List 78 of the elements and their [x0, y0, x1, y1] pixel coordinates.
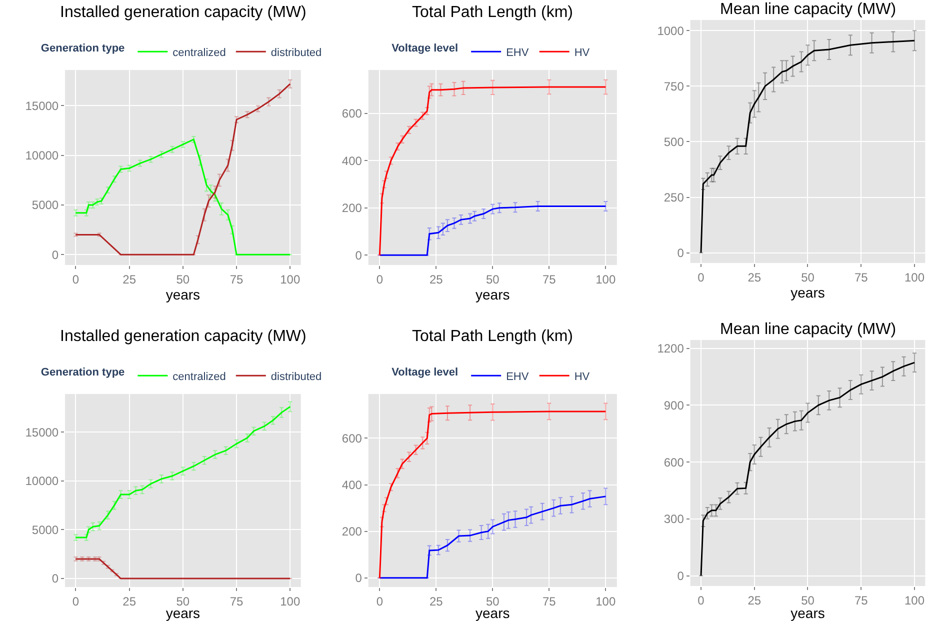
legend-label: EHV	[506, 46, 530, 59]
x-tick-label: 50	[801, 593, 815, 608]
y-tick-label: 600	[342, 106, 362, 121]
x-tick-label: 25	[429, 594, 444, 608]
y-tick-label: 300	[664, 512, 684, 526]
y-tick-label: 250	[664, 190, 684, 204]
y-tick-label: 0	[52, 248, 59, 262]
x-axis-title: years	[790, 284, 825, 300]
x-tick-label: 75	[542, 594, 556, 608]
y-tick-label: 10000	[25, 474, 59, 488]
x-tick-label: 25	[122, 594, 136, 608]
y-tick-label: 5000	[32, 198, 59, 212]
y-tick-label: 200	[342, 524, 362, 539]
x-tick-label: 25	[122, 272, 136, 286]
x-tick-label: 50	[801, 270, 815, 284]
x-tick-label: 75	[230, 594, 244, 608]
y-tick-label: 15000	[25, 98, 59, 113]
x-tick-label: 75	[230, 272, 244, 286]
y-tick-label: 750	[664, 79, 684, 94]
y-tick-label: 5000	[32, 522, 59, 537]
y-tick-label: 400	[342, 154, 362, 168]
y-tick-label: 0	[52, 572, 59, 586]
legend-label: distributed	[270, 46, 322, 59]
chart-title: Mean line capacity (MW)	[720, 321, 896, 338]
y-tick-label: 500	[664, 134, 684, 149]
x-tick-label: 50	[176, 272, 190, 286]
y-tick-label: 0	[677, 568, 684, 583]
x-tick-label: 25	[748, 593, 762, 608]
x-axis-title: years	[790, 605, 825, 621]
x-tick-label: 75	[542, 272, 556, 286]
x-tick-label: 0	[698, 593, 705, 608]
y-tick-label: 1200	[657, 342, 684, 356]
y-tick-label: 15000	[25, 425, 59, 440]
x-tick-label: 100	[596, 272, 616, 286]
x-tick-label: 0	[376, 594, 384, 608]
y-tick-label: 200	[342, 201, 362, 216]
x-axis-title: years	[476, 286, 510, 302]
legend-label: centralized	[172, 46, 226, 59]
chart-title: Total Path Length (km)	[412, 328, 573, 345]
line-series	[378, 496, 606, 579]
chart-title: Mean line capacity (MW)	[720, 1, 896, 18]
x-tick-label: 25	[429, 272, 444, 286]
y-tick-label: 10000	[25, 148, 59, 163]
line-series	[378, 205, 606, 256]
x-tick-label: 100	[904, 593, 925, 608]
y-tick-label: 900	[664, 398, 684, 412]
x-tick-label: 0	[72, 594, 80, 608]
legend-label: EHV	[506, 370, 530, 383]
legend-label: distributed	[270, 370, 322, 383]
legend-label: HV	[574, 46, 590, 59]
x-tick-label: 25	[748, 270, 762, 284]
legend-title: Generation type	[40, 366, 125, 378]
y-tick-label: 0	[677, 246, 684, 260]
y-tick-label: 0	[355, 571, 362, 586]
x-tick-label: 100	[280, 272, 300, 286]
legend-title: Voltage level	[392, 366, 458, 378]
x-tick-label: 0	[698, 270, 705, 284]
chart-title: Installed generation capacity (MW)	[60, 328, 306, 345]
x-tick-label: 100	[596, 594, 616, 608]
chart-title: Total Path Length (km)	[412, 4, 573, 21]
x-tick-label: 100	[280, 594, 300, 608]
legend-label: centralized	[172, 370, 226, 383]
legend-title: Generation type	[40, 42, 125, 54]
x-tick-label: 50	[486, 272, 500, 286]
y-tick-label: 600	[342, 431, 362, 446]
y-tick-label: 600	[664, 455, 684, 470]
y-tick-label: 400	[342, 478, 362, 492]
x-axis-title: years	[166, 286, 200, 302]
x-tick-label: 0	[72, 272, 80, 286]
legend-title: Voltage level	[392, 42, 458, 54]
y-tick-label: 1000	[657, 24, 684, 38]
chart-title: Installed generation capacity (MW)	[60, 4, 306, 21]
x-tick-label: 0	[376, 272, 384, 286]
y-tick-label: 0	[355, 248, 362, 262]
x-tick-label: 100	[904, 270, 925, 284]
x-tick-label: 75	[854, 270, 868, 284]
legend-label: HV	[574, 370, 590, 383]
x-tick-label: 75	[854, 593, 868, 608]
